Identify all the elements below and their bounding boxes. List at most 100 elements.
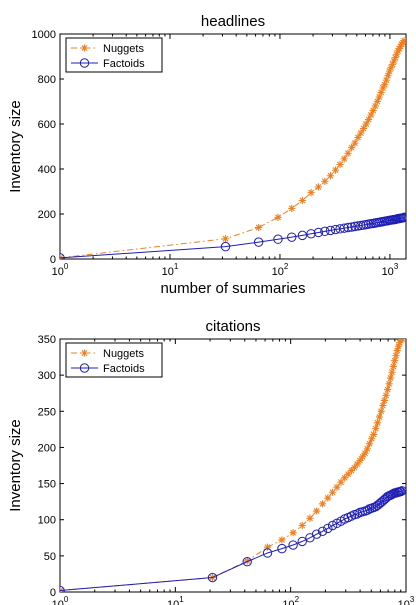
y-tick-label: 200 [38, 209, 56, 221]
data-point-star [329, 488, 337, 496]
x-tick-label: 100 [52, 262, 69, 278]
y-tick-label: 200 [38, 442, 56, 454]
data-point-circle [207, 572, 218, 583]
data-point-star [274, 213, 282, 221]
data-point-star [367, 111, 375, 119]
data-point-star [382, 76, 390, 84]
data-point-star [373, 97, 381, 106]
data-point-star [306, 514, 314, 522]
x-tick-exponent: 2 [284, 262, 289, 271]
data-point-circle [306, 229, 316, 239]
x-tick-exponent: 1 [179, 595, 184, 604]
x-tick-label: 100 [52, 595, 69, 605]
data-point-star [384, 72, 392, 80]
data-point-star [298, 196, 307, 205]
data-point-star [365, 440, 374, 448]
data-point-star [398, 339, 406, 343]
data-point-star [385, 67, 394, 75]
data-point-circle [273, 234, 283, 244]
y-tick-label: 50 [44, 551, 56, 563]
data-point-circle [277, 543, 287, 554]
legend-label: Nuggets [103, 43, 144, 55]
data-point-star [365, 115, 373, 124]
data-point-star [379, 401, 387, 410]
data-point-circle [60, 253, 65, 259]
data-point-star [379, 84, 387, 92]
x-tick-base: 10 [398, 599, 410, 605]
data-point-star [393, 346, 401, 355]
x-tick-base: 10 [272, 266, 284, 278]
chart-title: citations [205, 318, 260, 335]
data-point-star [353, 460, 361, 468]
data-point-star [363, 445, 371, 453]
data-point-star [380, 396, 389, 405]
y-tick-label: 100 [38, 515, 56, 527]
y-tick-label: 1000 [32, 29, 56, 41]
data-point-star [347, 466, 355, 475]
data-point-star [278, 536, 286, 544]
data-point-star [307, 189, 315, 197]
x-tick-label: 103 [382, 262, 399, 278]
data-point-star [243, 557, 251, 565]
x-axis-label: number of summaries [160, 280, 305, 297]
data-point-star [331, 166, 340, 174]
data-point-star [336, 160, 344, 169]
data-point-star [255, 223, 263, 232]
data-point-star [318, 500, 327, 508]
x-tick-base: 10 [282, 599, 294, 605]
x-tick-exponent: 0 [64, 262, 69, 271]
data-point-star [388, 60, 397, 68]
x-tick-base: 10 [52, 266, 64, 278]
data-point-star [361, 449, 369, 457]
series-nuggets [60, 37, 406, 259]
y-tick-label: 0 [50, 587, 56, 599]
data-point-star [387, 64, 395, 72]
legend: Nuggets Factoids [65, 342, 163, 378]
data-point-circle [220, 241, 231, 252]
data-point-star [391, 357, 399, 365]
data-point-circle [346, 222, 357, 232]
data-point-circle [350, 221, 360, 232]
y-tick-label: 300 [38, 370, 56, 382]
legend-marker-circle [79, 58, 90, 68]
data-point-circle [297, 230, 308, 241]
y-tick-label: 150 [38, 479, 56, 491]
series-line [60, 490, 403, 592]
series-factoids [60, 486, 406, 592]
data-point-circle [317, 526, 328, 536]
data-point-star [347, 144, 356, 152]
data-point-circle [323, 523, 333, 534]
data-point-star [368, 435, 376, 443]
data-point-star [263, 543, 272, 551]
data-point-star [288, 204, 296, 212]
data-point-star [375, 413, 384, 421]
plot-frame [59, 338, 407, 593]
legend-label: Factoids [103, 58, 145, 70]
data-point-star [357, 129, 365, 137]
y-tick-label: 800 [38, 74, 56, 86]
data-point-circle [362, 505, 373, 516]
y-axis-label: Inventory size [7, 100, 24, 193]
data-point-circle [327, 520, 338, 531]
data-point-star [354, 133, 362, 142]
series-line [60, 40, 405, 259]
data-point-star [289, 529, 297, 537]
data-point-star [356, 456, 364, 465]
data-point-star [340, 155, 348, 163]
legend: Nuggets Factoids [65, 37, 163, 73]
data-point-star [389, 362, 397, 371]
x-tick-exponent: 0 [64, 595, 69, 604]
data-point-star [377, 407, 385, 415]
x-tick-base: 10 [162, 266, 174, 278]
data-point-circle [320, 226, 330, 237]
data-point-star [391, 54, 399, 62]
data-point-star [371, 102, 379, 110]
data-point-circle [313, 227, 324, 238]
data-point-star [390, 57, 398, 65]
data-point-star [396, 339, 404, 347]
data-point-circle [253, 237, 264, 247]
chart-title: headlines [201, 13, 265, 30]
data-point-star [372, 425, 380, 433]
series-nuggets [60, 339, 406, 592]
